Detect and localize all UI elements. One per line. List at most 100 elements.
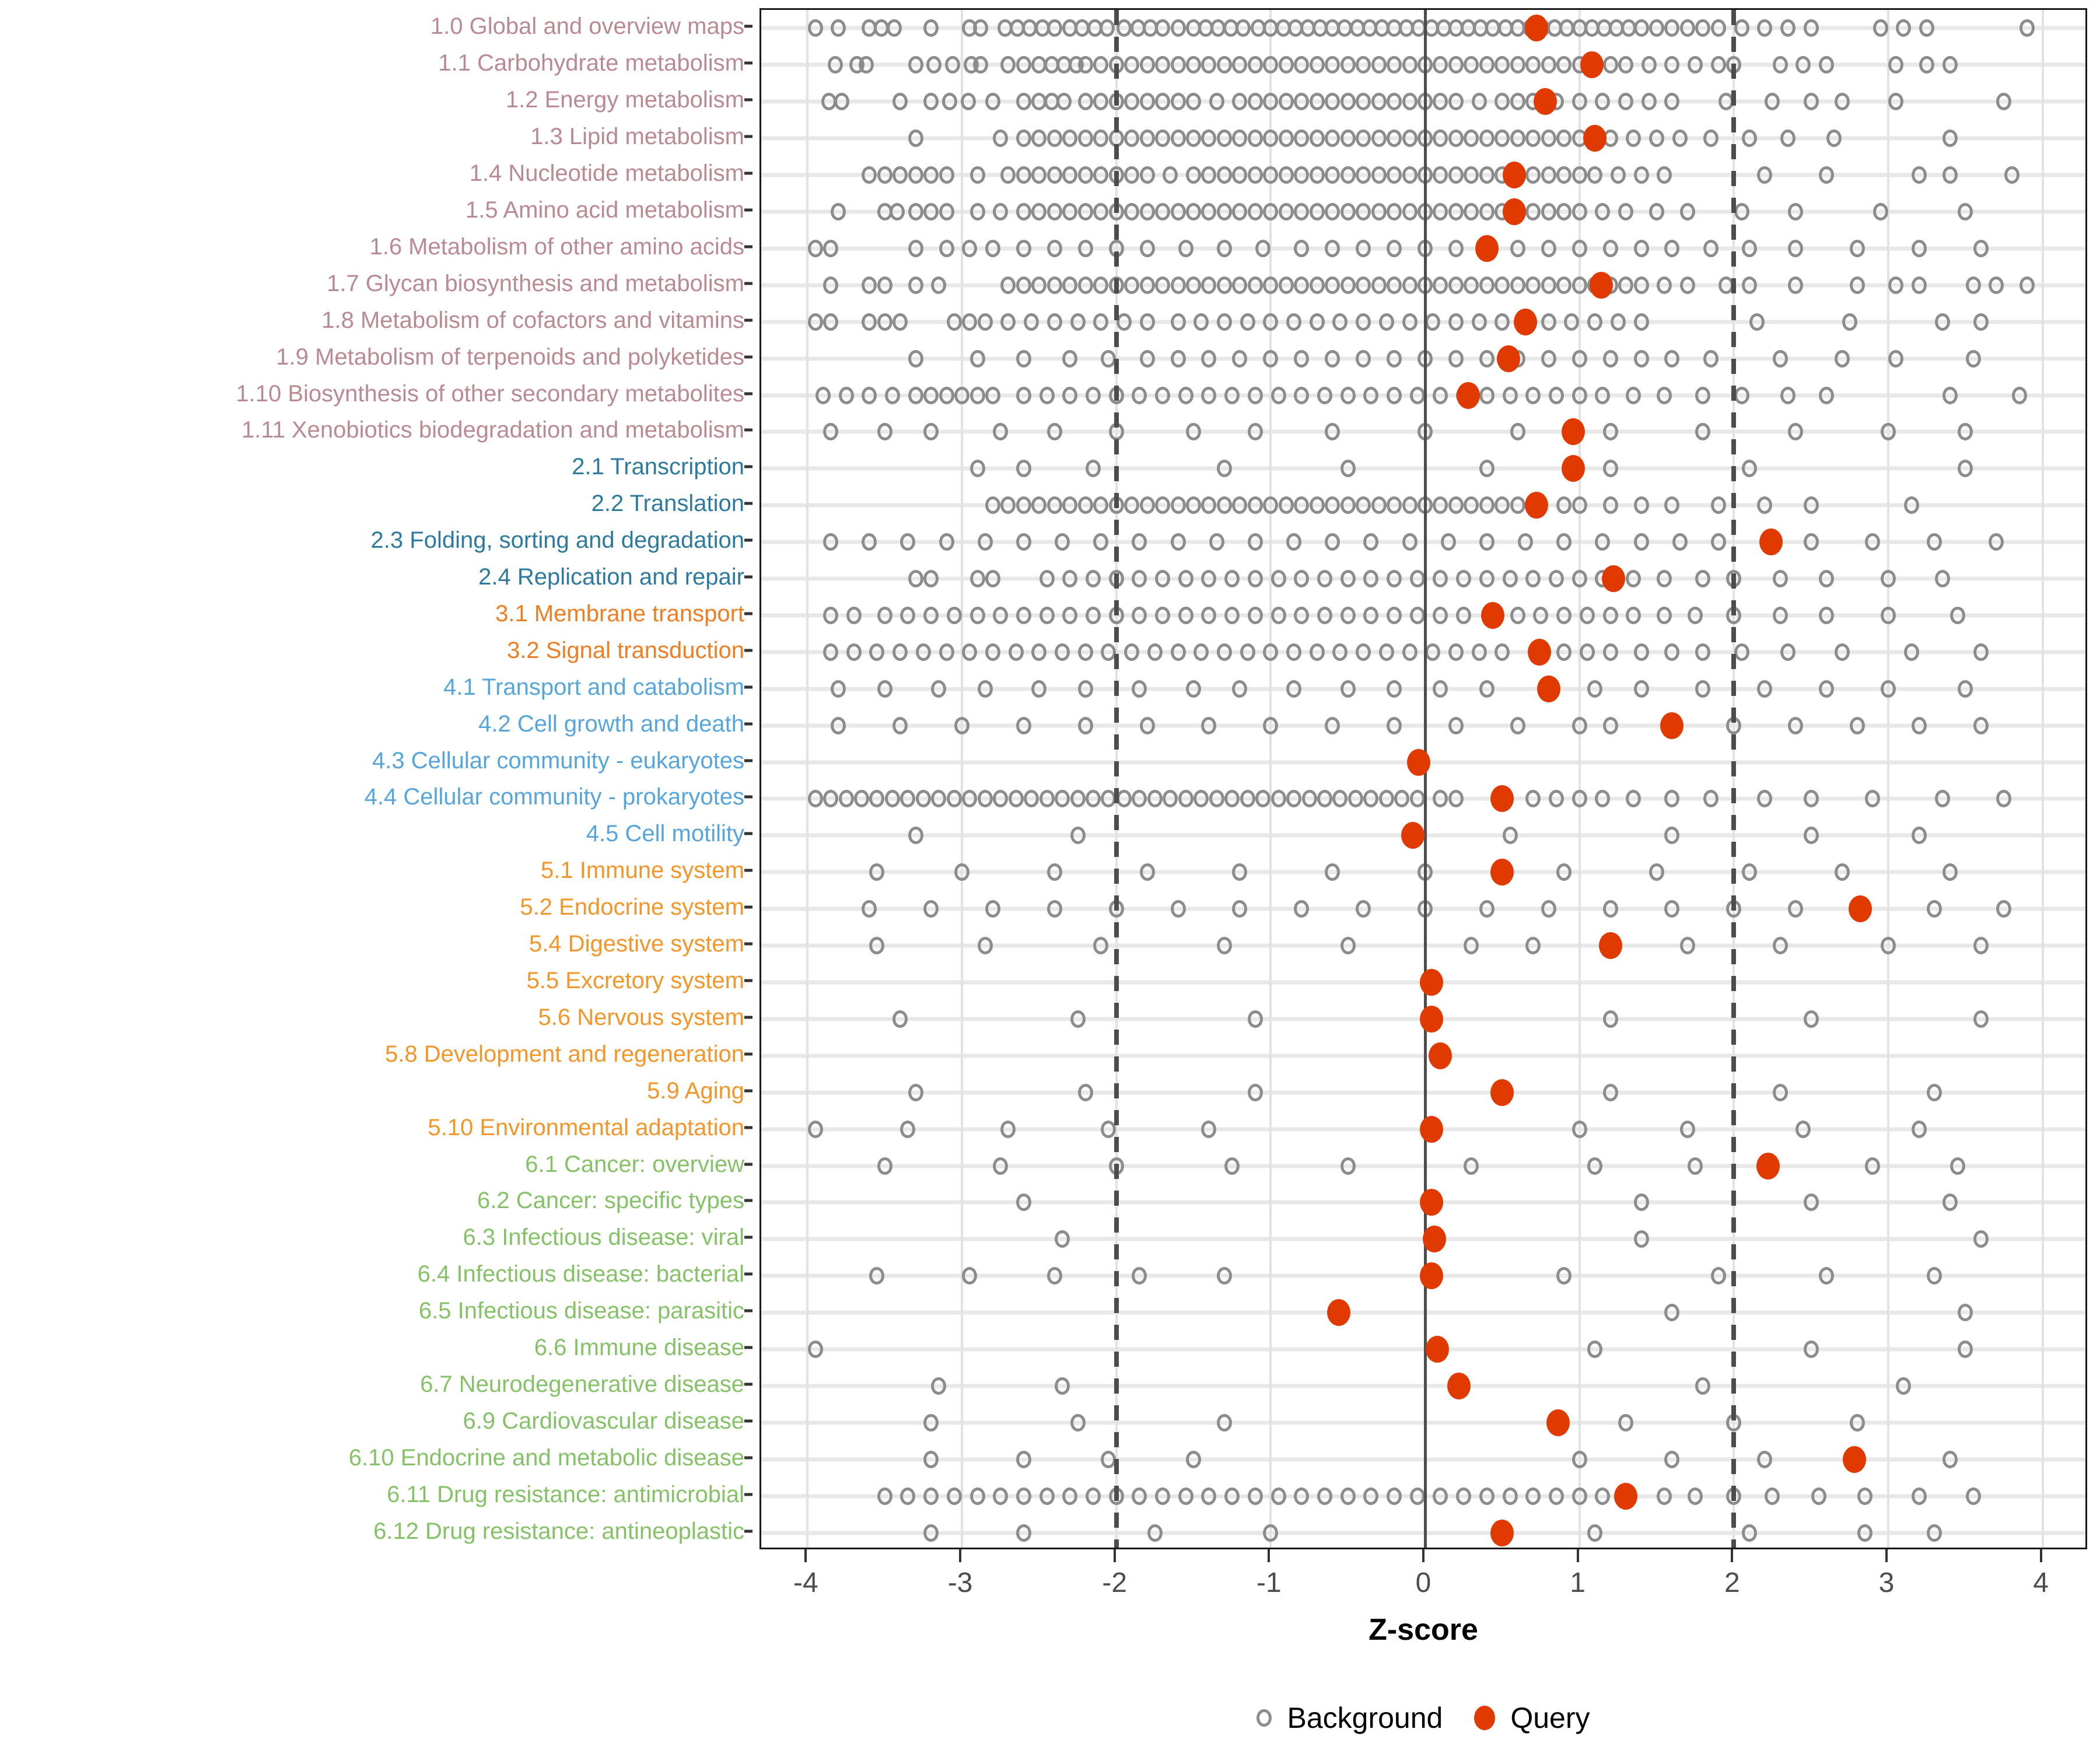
background-point [1309,276,1325,294]
background-point [1618,93,1634,111]
background-point [1255,239,1271,257]
background-point [1062,349,1078,368]
background-point [1888,349,1904,368]
background-point [1672,533,1688,551]
background-point [1224,1157,1240,1175]
background-point [1525,790,1541,808]
background-point [1077,166,1093,184]
background-point [1633,496,1649,514]
background-point [1819,1267,1835,1285]
background-point [1657,276,1672,294]
row-gridline [761,1054,2085,1058]
background-point [1811,1487,1826,1505]
background-point [1132,386,1147,404]
background-point [1124,56,1140,74]
background-point [1201,166,1217,184]
y-axis-tick-label: 6.9 Cardiovascular disease [463,1408,744,1434]
query-point [1842,1446,1866,1473]
background-point [1139,202,1155,220]
background-point [1880,570,1896,588]
background-point [1124,643,1140,661]
y-axis-tick-label: 6.1 Cancer: overview [525,1151,744,1177]
background-point [1093,93,1109,111]
background-point [807,239,823,257]
background-point [807,1340,823,1359]
threshold-reference-line [1731,10,1737,1548]
y-axis-tick-label: 1.6 Metabolism of other amino acids [369,233,744,260]
background-point [1595,533,1611,551]
background-point [1294,1487,1310,1505]
y-axis-tick-mark [744,979,752,982]
background-point [1610,166,1626,184]
background-point [862,386,877,404]
y-axis-tick-mark [744,1382,752,1386]
background-point [962,313,978,331]
x-axis-tick-label: 3 [1878,1567,1895,1598]
background-point [1803,93,1819,111]
y-axis-tick-mark [744,1272,752,1276]
background-point [1224,570,1240,588]
background-point [1448,276,1464,294]
background-point [1086,790,1101,808]
background-point [1147,643,1163,661]
background-point [1927,1083,1943,1101]
background-point [1633,239,1649,257]
background-point [1618,56,1634,74]
background-point [977,313,993,331]
y-axis-tick-label: 6.7 Neurodegenerative disease [420,1371,744,1397]
background-point [993,130,1009,148]
background-point [1086,460,1101,478]
background-point [1548,790,1564,808]
y-axis-tick-mark [744,98,752,102]
background-point [1695,1377,1711,1395]
y-axis-tick-mark [744,1456,752,1460]
background-point [1965,276,1981,294]
query-point [1759,528,1783,556]
background-point [1371,276,1387,294]
background-point [985,496,1000,514]
y-axis-tick-mark [744,172,752,175]
query-point [1524,15,1548,42]
background-point [1456,606,1472,624]
background-point [1479,460,1494,478]
y-axis-tick-mark [744,538,752,542]
background-point [1819,680,1835,698]
background-point [1325,202,1340,220]
background-point [1772,606,1788,624]
x-axis-tick-mark [2039,1549,2042,1562]
y-axis-tick-mark [744,905,752,909]
background-point [1865,790,1881,808]
background-point [923,1487,939,1505]
background-point [1178,1487,1194,1505]
background-point [828,56,844,74]
background-point [1610,313,1626,331]
background-point [1911,239,1927,257]
background-point [985,643,1000,661]
background-point [1950,1157,1966,1175]
background-point [823,606,839,624]
background-point [1602,423,1618,441]
background-point [1263,56,1279,74]
background-point [1703,239,1718,257]
background-point [1494,56,1510,74]
background-point [1163,166,1178,184]
background-point [1093,56,1109,74]
background-point [1170,130,1186,148]
background-point [1186,1450,1202,1468]
background-point [1703,130,1718,148]
background-point [923,202,939,220]
background-point [960,93,976,111]
background-point [1263,1524,1279,1542]
row-gridline [761,1384,2085,1388]
y-axis-tick-mark [744,759,752,762]
background-point [1132,1487,1147,1505]
background-point [1093,533,1109,551]
background-point [1371,56,1387,74]
background-point [1433,496,1448,514]
query-point [1580,51,1604,79]
background-point [1201,349,1217,368]
background-point [1139,276,1155,294]
background-point [1479,349,1494,368]
background-point [1433,93,1448,111]
background-point [1772,56,1788,74]
